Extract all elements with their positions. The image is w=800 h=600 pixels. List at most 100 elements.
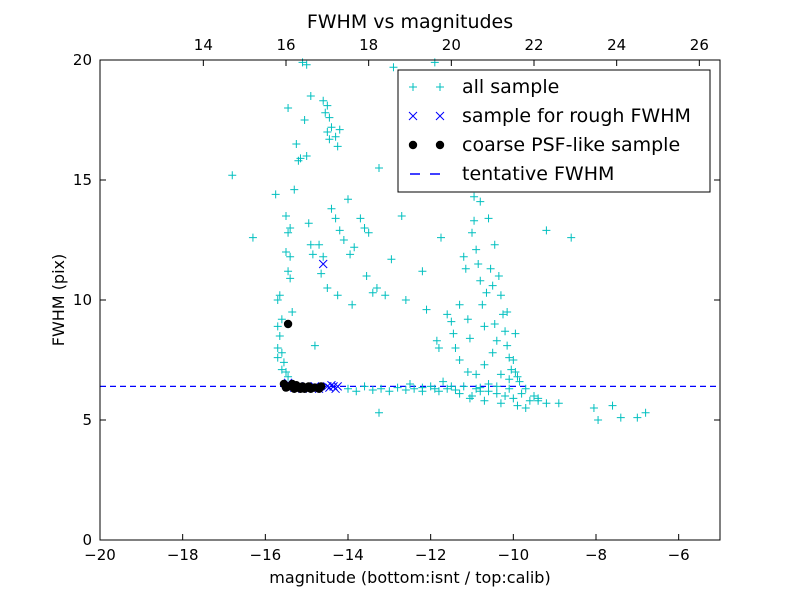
all-sample-point <box>484 387 493 396</box>
all-sample-point <box>437 233 445 242</box>
all-sample-point <box>286 224 295 232</box>
all-sample-point <box>364 228 373 237</box>
all-sample-point <box>306 240 315 249</box>
y-tick-label: 15 <box>73 171 92 189</box>
all-sample-point <box>439 377 448 386</box>
all-sample-point <box>308 250 317 259</box>
all-sample-point <box>490 320 499 328</box>
all-sample-point <box>594 416 603 424</box>
all-sample-point <box>451 344 460 352</box>
all-sample-point <box>401 296 410 304</box>
all-sample-point <box>554 399 563 408</box>
all-sample-point <box>443 310 452 319</box>
y-tick-label: 5 <box>82 411 92 429</box>
all-sample-point <box>290 185 299 194</box>
all-sample-point <box>484 214 493 223</box>
legend-label: all sample <box>462 76 559 98</box>
all-sample-point <box>315 240 324 249</box>
all-sample-point <box>509 356 518 364</box>
legend-marker <box>408 140 418 150</box>
all-sample-point <box>455 389 464 398</box>
all-sample-point <box>333 142 342 151</box>
all-sample-point <box>296 154 305 163</box>
all-sample-point <box>406 380 414 388</box>
legend-marker <box>436 83 444 91</box>
all-sample-point <box>325 135 334 144</box>
all-sample-point <box>476 197 485 206</box>
all-sample-point <box>344 384 352 393</box>
all-sample-point <box>325 113 334 122</box>
all-sample-point <box>480 360 489 369</box>
all-sample-point <box>288 308 297 316</box>
all-sample-point <box>346 250 355 259</box>
all-sample-point <box>273 353 282 362</box>
all-sample-point <box>375 408 383 417</box>
all-sample-point <box>472 245 481 254</box>
all-sample-point <box>507 365 516 374</box>
legend-label: coarse PSF-like sample <box>462 134 680 156</box>
all-sample-point <box>284 267 293 276</box>
all-sample-point <box>509 394 518 403</box>
all-sample-point <box>463 368 472 376</box>
rough-sample-point <box>333 382 343 391</box>
legend-marker <box>408 111 418 121</box>
all-sample-series <box>228 58 650 424</box>
all-sample-point <box>505 375 514 384</box>
y-axis-title: FWHM (pix) <box>49 254 68 347</box>
all-sample-point <box>273 344 282 352</box>
all-sample-point <box>517 389 526 398</box>
psf-sample-series <box>279 319 326 393</box>
legend-all-sample: all sample <box>409 76 559 98</box>
all-sample-point <box>608 401 617 410</box>
all-sample-point <box>447 382 456 391</box>
all-sample-point <box>352 387 361 396</box>
all-sample-point <box>387 255 396 264</box>
rough-sample-point <box>318 259 328 269</box>
all-sample-point <box>284 372 293 381</box>
top-tick-label: 20 <box>442 36 461 54</box>
all-sample-point <box>434 344 443 352</box>
all-sample-point <box>333 291 342 300</box>
all-sample-point <box>589 404 598 412</box>
all-sample-point <box>389 63 398 72</box>
all-sample-point <box>335 226 344 235</box>
all-sample-point <box>302 60 311 69</box>
all-sample-point <box>410 384 419 393</box>
all-sample-point <box>468 228 476 237</box>
all-sample-point <box>496 399 505 408</box>
legend-psf-sample: coarse PSF-like sample <box>408 134 680 156</box>
top-tick-label: 26 <box>690 36 709 54</box>
psf-sample-point <box>316 382 326 391</box>
all-sample-point <box>465 394 474 403</box>
all-sample-point <box>641 408 650 417</box>
all-sample-point <box>443 384 452 393</box>
all-sample-point <box>534 394 543 403</box>
all-sample-point <box>375 164 383 172</box>
all-sample-point <box>228 171 237 180</box>
x-tick-label: −20 <box>84 546 116 564</box>
x-tick-label: −6 <box>668 546 690 564</box>
all-sample-point <box>422 305 431 314</box>
psf-sample-point <box>288 379 297 389</box>
y-tick-label: 10 <box>73 291 92 309</box>
all-sample-point <box>616 413 625 422</box>
all-sample-point <box>317 269 326 278</box>
all-sample-point <box>271 190 280 199</box>
all-sample-point <box>275 332 284 340</box>
all-sample-point <box>492 336 501 345</box>
all-sample-point <box>521 404 530 412</box>
all-sample-point <box>286 252 295 261</box>
all-sample-point <box>513 401 522 410</box>
all-sample-point <box>633 413 642 422</box>
all-sample-point <box>401 386 410 394</box>
all-sample-point <box>501 327 510 336</box>
all-sample-point <box>484 380 493 388</box>
all-sample-point <box>567 233 576 242</box>
all-sample-point <box>286 274 295 283</box>
all-sample-point <box>488 348 497 357</box>
legend-marker <box>435 111 445 121</box>
y-tick-label: 0 <box>82 531 92 549</box>
all-sample-point <box>277 348 286 357</box>
all-sample-point <box>350 243 359 252</box>
all-sample-point <box>463 315 472 324</box>
